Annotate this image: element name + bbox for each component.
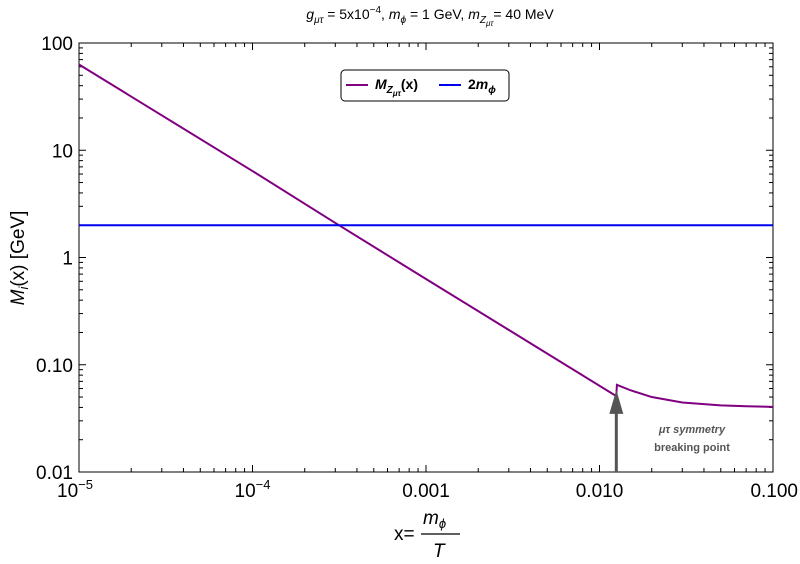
x-tick-label: 0.001 [402,481,450,502]
plot-frame [78,42,774,473]
y-tick-label: 10 [52,141,73,162]
series-lines [78,63,774,408]
x-axis-title: x= mϕ T [394,508,460,562]
annotation-line1: μτ symmetry [658,424,726,436]
x-tick-label: 10−5 [57,477,93,502]
annotation-line2: breaking point [654,442,730,454]
x-axis-title-denominator: T [433,541,446,562]
x-axis-title-prefix: x= [394,524,415,545]
legend-box [340,69,510,102]
x-tick-labels: 10−5 10−4 0.001 0.010 0.100 [57,477,798,502]
annotation: μτ symmetry breaking point [609,389,730,472]
annotation-arrow-head [609,389,624,414]
axis-ticks [78,43,774,473]
y-axis-title: Mi(x) [GeV] [8,211,31,306]
y-tick-label: 0.10 [36,356,73,377]
y-tick-label: 100 [41,34,73,55]
series-line-0 [78,63,774,408]
legend: MZμτ(x) 2mϕ [340,69,510,102]
y-tick-labels: 0.01 0.10 1 10 100 [36,34,73,484]
x-axis-title-numerator: mϕ [423,508,446,531]
legend-label-2mphi: 2mϕ [468,76,496,96]
y-tick-label: 0.01 [36,463,73,484]
legend-label-mz: MZμτ(x) [375,76,418,98]
chart-title: gμτ = 5x10−4, mϕ = 1 GeV, mZμτ= 40 MeV [306,5,554,28]
y-tick-label: 1 [62,249,73,270]
x-tick-label: 0.100 [750,481,798,502]
x-tick-label: 0.010 [576,481,624,502]
x-tick-label: 10−4 [235,477,271,502]
